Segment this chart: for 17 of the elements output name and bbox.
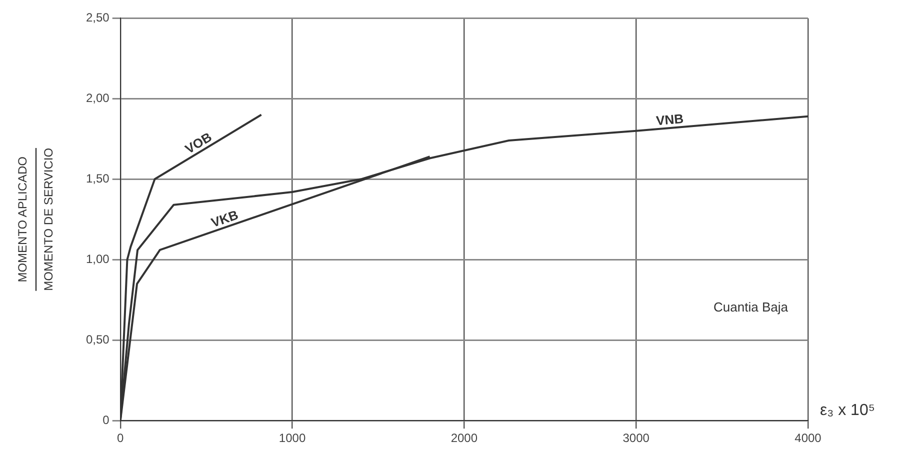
x-tick-label: 2000: [450, 431, 478, 446]
y-axis-title: MOMENTO APLICADO MOMENTO DE SERVICIO: [15, 148, 56, 291]
y-tick-label: 0: [102, 412, 110, 427]
y-tick-label: 0,50: [86, 332, 110, 346]
y-tick-label: 2,50: [86, 10, 110, 25]
x-tick-label: 4000: [794, 431, 822, 446]
annotation: Cuantia Baja: [714, 300, 789, 315]
series-label: VNB: [655, 110, 684, 128]
y-tick-label: 2,00: [86, 90, 110, 105]
y-tick-label: 1,50: [86, 171, 110, 186]
y-tick-label: 1,00: [86, 252, 110, 266]
text: VKB: [209, 207, 240, 230]
x-tick-label: 3000: [622, 431, 650, 446]
x-tick-label: 1000: [278, 431, 306, 446]
text: VOB: [182, 129, 214, 157]
x-axis-title: ε₃ x 10⁵: [820, 402, 875, 420]
x-tick-label: 0: [117, 431, 124, 446]
